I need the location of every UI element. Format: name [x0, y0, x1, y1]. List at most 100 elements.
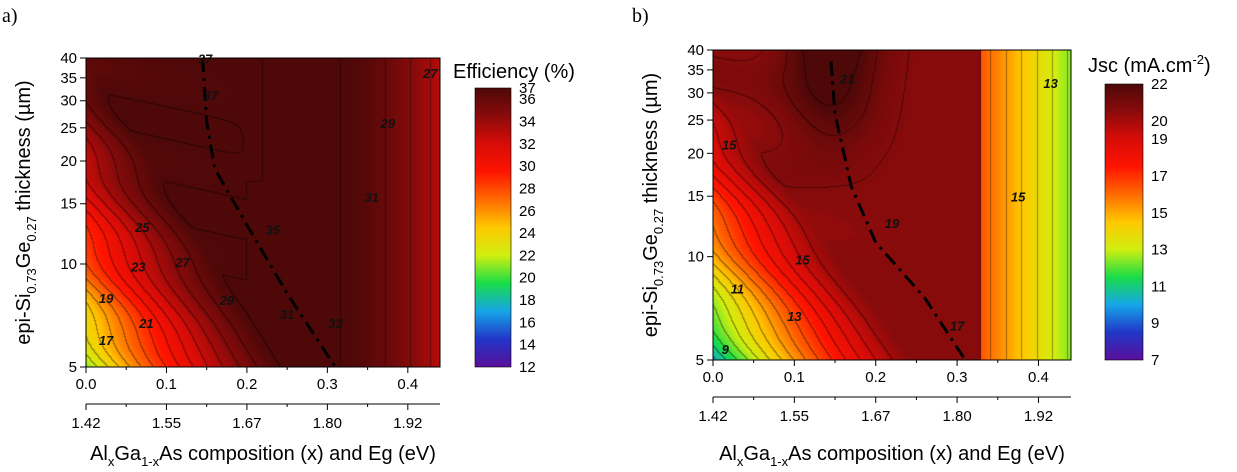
colorbar-tick-label: 22 — [1151, 76, 1168, 93]
y-tick-label: 20 — [687, 145, 704, 162]
colorbar-tick-label: 34 — [519, 113, 536, 130]
panel-a: a) 37 37 27 29 31 35 25 23 27 19 21 29 31 33 17 5 10 15 20 2… — [2, 5, 575, 469]
contour-label: 15 — [795, 252, 810, 267]
contour-label: 35 — [265, 222, 280, 237]
colorbar-tick-label: 18 — [519, 292, 536, 309]
y-tick-label: 30 — [60, 93, 77, 110]
y-axis-title: epi-Si0.73Ge0.27 thickness (µm) — [640, 73, 666, 337]
eg-tick-label: 1.42 — [698, 408, 727, 425]
colorbar-tick-label: 32 — [519, 136, 536, 153]
y-tick-label: 25 — [687, 112, 704, 129]
contour-label: 13 — [787, 309, 802, 324]
panel-b: b) 21 13 15 15 19 15 11 13 17 9 5 10 15 20 25 30 35 40 0.0 0… — [632, 5, 1211, 469]
y-tick-label: 15 — [60, 196, 77, 213]
contour-label: 9 — [722, 342, 730, 357]
colorbar-tick-label: 13 — [1151, 242, 1168, 259]
x-tick-label: 0.1 — [784, 369, 805, 386]
colorbar-tick-label: 37 — [519, 80, 536, 97]
colorbar-tick-label: 30 — [519, 158, 536, 175]
colorbar-tick-label: 15 — [1151, 205, 1168, 222]
heatmap-image — [713, 50, 1071, 360]
colorbar-tick-label: 20 — [519, 270, 536, 287]
colorbar-tick-label: 20 — [1151, 113, 1168, 130]
eg-tick-label: 1.80 — [313, 415, 342, 432]
contour-label: 21 — [839, 71, 854, 86]
y-tick-label: 30 — [687, 85, 704, 102]
y-tick-label: 15 — [687, 188, 704, 205]
contour-label: 17 — [950, 318, 965, 333]
y-tick-label: 20 — [60, 153, 77, 170]
colorbar-tick-label: 24 — [519, 225, 536, 242]
eg-tick-label: 1.80 — [942, 408, 971, 425]
colorbar-tick-label: 7 — [1151, 352, 1159, 369]
contour-label: 23 — [130, 260, 146, 275]
colorbar-tick-label: 22 — [519, 247, 536, 264]
x-tick-label: 0.3 — [317, 376, 338, 393]
contour-label: 29 — [219, 293, 235, 308]
eg-tick-label: 1.67 — [232, 415, 261, 432]
x-axis-title: AlxGa1-xAs composition (x) and Eg (eV) — [719, 443, 1065, 469]
y-tick-label: 5 — [696, 352, 704, 369]
colorbar-tick-label: 16 — [519, 314, 536, 331]
plot-frame — [712, 49, 1072, 361]
x-tick-label: 0.1 — [156, 376, 177, 393]
eg-tick-label: 1.55 — [780, 408, 809, 425]
colorbar — [1104, 83, 1144, 361]
colorbar-tick-label: 26 — [519, 203, 536, 220]
contour-label: 21 — [138, 316, 153, 331]
contour-label: 19 — [885, 216, 900, 231]
colorbar-title: Jsc (mA.cm-2) — [1088, 52, 1211, 77]
y-tick-label: 10 — [60, 256, 77, 273]
contour-label: 31 — [364, 190, 378, 205]
contour-label: 31 — [280, 307, 294, 322]
eg-tick-label: 1.92 — [1024, 408, 1053, 425]
colorbar-tick-label: 9 — [1151, 315, 1159, 332]
x-tick-label: 0.0 — [76, 376, 97, 393]
y-tick-label: 5 — [69, 359, 77, 376]
colorbar-tick-label: 28 — [519, 180, 536, 197]
x-tick-label: 0.4 — [397, 376, 418, 393]
y-tick-label: 40 — [60, 50, 77, 67]
x-axis-title: AlxGa1-xAs composition (x) and Eg (eV) — [90, 443, 436, 469]
optimum-line — [829, 61, 967, 361]
y-axis-title: epi-Si0.73Ge0.27 thickness (µm) — [13, 80, 39, 344]
colorbar-title: Efficiency (%) — [453, 61, 575, 83]
x-tick-label: 0.2 — [865, 369, 886, 386]
contour-label: 13 — [1043, 76, 1058, 91]
x-tick-label: 0.4 — [1028, 369, 1049, 386]
y-tick-label: 25 — [60, 120, 77, 137]
contour-label: 15 — [1011, 189, 1026, 204]
heatmap-image — [86, 58, 440, 367]
y-tick-label: 10 — [687, 249, 704, 266]
y-tick-label: 35 — [687, 62, 704, 79]
contour-label: 37 — [198, 52, 213, 67]
colorbar-tick-label: 12 — [519, 359, 536, 376]
plot-frame — [85, 57, 441, 368]
contour-label: 11 — [731, 282, 745, 297]
y-tick-label: 35 — [60, 70, 77, 87]
eg-tick-label: 1.42 — [71, 415, 100, 432]
y-tick-label: 40 — [687, 42, 704, 59]
colorbar-tick-label: 19 — [1151, 131, 1168, 148]
contour-label: 29 — [379, 116, 395, 131]
contour-label: 25 — [134, 220, 150, 235]
x-tick-label: 0.2 — [236, 376, 257, 393]
x-tick-label: 0.3 — [947, 369, 968, 386]
colorbar-tick-label: 17 — [1151, 168, 1168, 185]
optimum-line — [201, 57, 337, 368]
colorbar — [474, 87, 512, 368]
contour-label: 27 — [174, 255, 190, 270]
contour-label: 19 — [99, 291, 114, 306]
colorbar-tick-label: 14 — [519, 337, 536, 354]
contour-label: 15 — [722, 138, 737, 153]
contour-label: 37 — [203, 89, 218, 104]
eg-tick-label: 1.92 — [393, 415, 422, 432]
contour-label: 27 — [422, 66, 438, 81]
colorbar-tick-label: 36 — [519, 91, 536, 108]
contour-label: 17 — [99, 333, 114, 348]
panel-label: b) — [632, 5, 649, 27]
x-tick-label: 0.0 — [703, 369, 724, 386]
eg-tick-label: 1.67 — [861, 408, 890, 425]
eg-tick-label: 1.55 — [152, 415, 181, 432]
